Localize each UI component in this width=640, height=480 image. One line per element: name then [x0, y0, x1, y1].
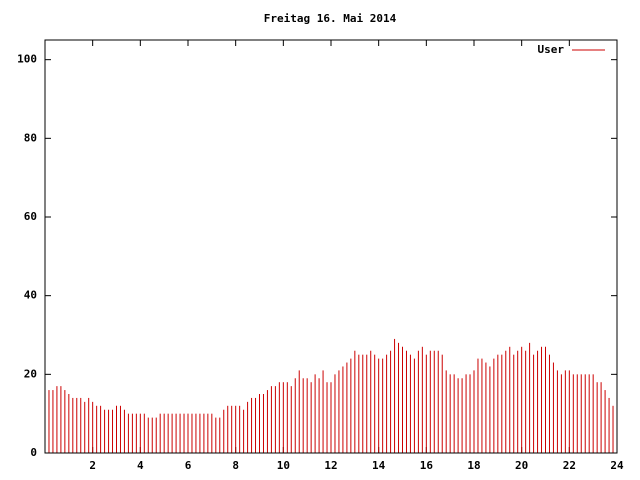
x-tick-label: 4	[137, 459, 144, 472]
x-tick-label: 18	[467, 459, 480, 472]
x-tick-label: 24	[610, 459, 624, 472]
x-tick-label: 6	[185, 459, 192, 472]
chart-title: Freitag 16. Mai 2014	[264, 12, 397, 25]
y-tick-label: 60	[24, 210, 37, 223]
legend-label: User	[538, 43, 565, 56]
x-tick-label: 10	[277, 459, 290, 472]
x-tick-label: 16	[420, 459, 434, 472]
x-tick-label: 14	[372, 459, 386, 472]
x-tick-label: 8	[232, 459, 239, 472]
y-tick-label: 0	[30, 446, 37, 459]
y-tick-label: 100	[17, 53, 37, 66]
x-tick-label: 20	[515, 459, 528, 472]
y-tick-label: 20	[24, 367, 37, 380]
x-tick-label: 22	[563, 459, 576, 472]
x-tick-label: 12	[324, 459, 337, 472]
plot-border	[44, 39, 618, 454]
x-tick-label: 2	[89, 459, 96, 472]
y-tick-label: 40	[24, 289, 37, 302]
y-tick-label: 80	[24, 131, 37, 144]
